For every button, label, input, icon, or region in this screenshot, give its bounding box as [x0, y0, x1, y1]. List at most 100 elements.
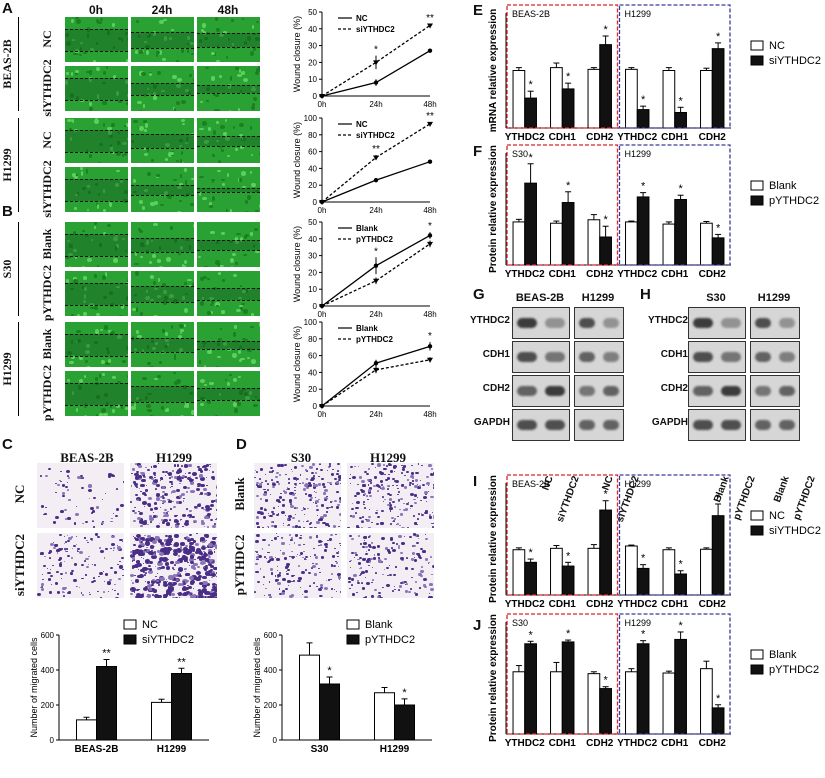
stained-cell	[366, 519, 370, 523]
cell-speck	[140, 255, 143, 258]
cell-speck	[186, 278, 192, 282]
stained-cell	[57, 483, 60, 486]
cell-speck	[126, 374, 128, 378]
cell-speck	[126, 279, 128, 284]
cell-speck	[81, 286, 85, 289]
stained-cell	[262, 493, 267, 497]
stained-cell	[206, 582, 211, 587]
stained-cell	[275, 533, 277, 535]
cell-speck	[239, 359, 242, 362]
stained-cell	[385, 465, 388, 467]
stained-cell	[305, 469, 307, 471]
stained-cell	[203, 565, 209, 570]
stained-cell	[115, 508, 119, 512]
stained-cell	[119, 560, 121, 562]
stained-cell	[131, 550, 138, 555]
stained-cell	[258, 483, 263, 486]
stained-cell	[131, 468, 136, 472]
cell-speck	[154, 287, 158, 291]
gap-edge-line	[131, 194, 194, 196]
stained-cell	[43, 513, 46, 516]
stained-cell	[175, 596, 178, 598]
cell-speck	[97, 204, 100, 210]
cell-speck	[137, 101, 142, 105]
data-point	[427, 159, 433, 164]
cell-speck	[179, 323, 185, 328]
stained-cell	[68, 499, 71, 501]
stained-cell	[370, 480, 372, 482]
stained-cell	[97, 575, 100, 577]
stained-cell	[337, 565, 339, 567]
cell-speck	[215, 239, 220, 245]
stained-cell	[199, 469, 203, 473]
stained-cell	[268, 596, 272, 598]
cell-speck	[175, 60, 180, 62]
stained-cell	[183, 497, 186, 500]
panel-label-b: B	[2, 203, 13, 220]
gap-edge-line	[65, 233, 128, 235]
cell-speck	[157, 71, 162, 76]
y-axis-label: mRNA relative expression	[488, 9, 499, 133]
stained-cell	[64, 536, 66, 538]
blot-header: S30	[706, 292, 726, 304]
data-point	[373, 155, 379, 161]
stained-cell	[396, 523, 399, 525]
cell-speck	[123, 190, 128, 195]
cell-speck	[153, 315, 158, 316]
cell-speck	[134, 293, 137, 296]
cell-speck	[110, 330, 115, 336]
stained-cell	[389, 498, 392, 501]
wound-b-cell	[131, 271, 194, 316]
stained-cell	[310, 496, 314, 500]
stained-cell	[277, 582, 281, 586]
stained-cell	[375, 483, 380, 487]
cell-speck	[234, 67, 239, 70]
stained-cell	[103, 580, 106, 582]
stained-cell	[214, 586, 217, 589]
stained-cell	[287, 524, 290, 526]
significance-mark: **	[177, 656, 186, 668]
stained-cell	[155, 497, 161, 501]
stained-cell	[210, 573, 216, 578]
stained-cell	[208, 559, 213, 563]
cell-speck	[72, 390, 75, 395]
stained-cell	[277, 483, 280, 486]
data-point	[373, 278, 379, 284]
stained-cell	[270, 478, 273, 481]
stained-cell	[266, 482, 270, 485]
wound-b-cell	[65, 222, 128, 267]
stained-cell	[365, 495, 368, 497]
stained-cell	[170, 486, 172, 488]
cell-speck	[238, 178, 242, 183]
stained-cell	[209, 463, 212, 466]
cell-speck	[156, 295, 162, 298]
stained-cell	[173, 542, 180, 547]
stained-cell	[197, 589, 199, 591]
cell-speck	[89, 77, 93, 82]
stained-cell	[272, 514, 275, 516]
stained-cell	[395, 480, 399, 484]
stained-cell	[432, 522, 434, 524]
cell-speck	[163, 18, 167, 22]
stained-cell	[413, 556, 415, 558]
stained-cell	[301, 556, 305, 559]
cell-speck	[127, 37, 128, 42]
stained-cell	[278, 588, 281, 590]
data-point	[427, 233, 433, 238]
y-axis-label: Wound closure (%)	[292, 326, 302, 402]
stained-cell	[130, 587, 136, 592]
significance-mark: *	[678, 183, 683, 195]
stained-cell	[173, 476, 178, 480]
cell-speck	[254, 189, 259, 193]
stained-cell	[263, 488, 266, 491]
stained-cell	[67, 477, 70, 479]
stained-cell	[187, 561, 190, 563]
cell-speck	[211, 52, 216, 55]
cell-speck	[245, 233, 250, 237]
stained-cell	[184, 520, 189, 524]
stained-cell	[186, 584, 189, 587]
stained-cell	[210, 570, 215, 574]
stained-cell	[259, 568, 262, 570]
stained-cell	[149, 537, 156, 542]
cell-speck	[243, 254, 247, 257]
